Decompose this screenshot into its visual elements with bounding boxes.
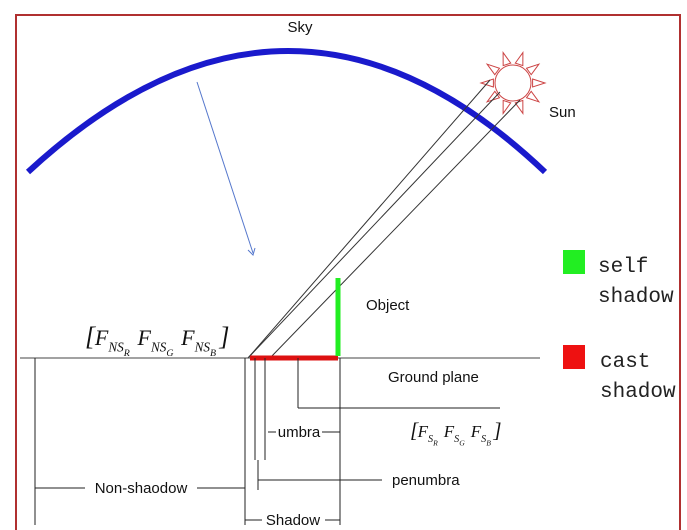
math-channel: R (432, 439, 438, 448)
legend-label: cast (600, 351, 650, 374)
legend-swatch (563, 345, 585, 369)
math-sub: NS (194, 340, 211, 355)
math-sub: NS (150, 340, 167, 355)
legend-label: shadow (598, 286, 674, 309)
sun-ray (515, 53, 523, 66)
bracket: ] (218, 322, 229, 351)
math-base: F (180, 325, 195, 350)
sun-icon (481, 53, 545, 114)
object-label: Object (366, 297, 410, 314)
math-channel: G (459, 439, 465, 448)
math-term: FSR (417, 422, 438, 448)
math-base: F (470, 422, 482, 441)
math-base: F (443, 422, 455, 441)
math-channel: R (123, 348, 130, 359)
bracket: ] (492, 418, 501, 442)
diagram: Sky Sun Object Ground plane umbra penumb… (0, 0, 687, 530)
non-shadow-label: Non-shaodow (95, 480, 188, 497)
sun-ray (503, 53, 511, 66)
shadow-label: Shadow (266, 512, 320, 529)
math-term: FNSB (180, 325, 216, 359)
math-term: FNSG (136, 325, 173, 359)
math-channel: B (210, 348, 216, 359)
legend-swatch (563, 250, 585, 274)
math-term: FNSR (94, 325, 130, 359)
sky-ray (197, 82, 253, 253)
sun-ray (503, 100, 511, 113)
math-base: F (136, 325, 151, 350)
sun-ray (515, 100, 523, 113)
penumbra-label: penumbra (392, 472, 460, 489)
math-channel: G (166, 348, 173, 359)
sun-rays (248, 80, 520, 358)
math-channel: B (486, 439, 491, 448)
math-base: F (417, 422, 429, 441)
sun-ray (533, 79, 545, 87)
legend-label: self (598, 256, 648, 279)
sky-label: Sky (287, 19, 313, 36)
ground-label: Ground plane (388, 369, 479, 386)
sun-label: Sun (549, 104, 576, 121)
umbra-label: umbra (278, 424, 321, 441)
math-term: FSB (470, 422, 491, 448)
math-base: F (94, 325, 109, 350)
math-term: FSG (443, 422, 465, 448)
legend-label: shadow (600, 381, 676, 404)
math-sub: NS (107, 340, 124, 355)
